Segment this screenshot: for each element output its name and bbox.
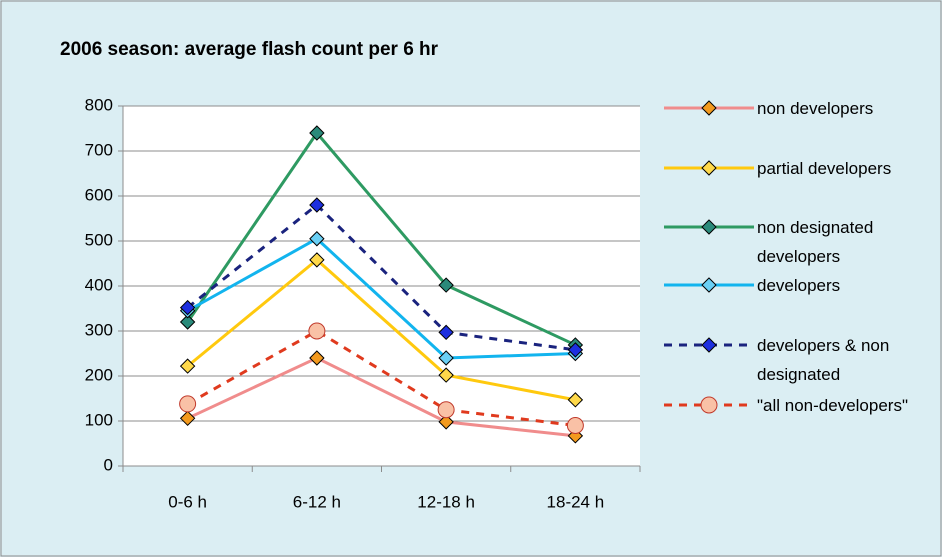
legend-label: developers & non designated xyxy=(757,336,890,384)
legend-swatch xyxy=(664,160,754,176)
x-tick-label: 0-6 h xyxy=(168,492,207,511)
marker xyxy=(309,197,325,213)
legend-label: developers xyxy=(757,276,841,295)
marker xyxy=(179,395,197,413)
marker xyxy=(701,219,717,235)
y-tick-label: 100 xyxy=(85,410,113,429)
marker xyxy=(179,358,196,374)
marker xyxy=(309,350,325,366)
x-tick-label: 6-12 h xyxy=(293,492,341,511)
marker xyxy=(438,277,454,293)
marker xyxy=(438,414,454,430)
marker xyxy=(701,277,717,293)
y-tick-label: 500 xyxy=(85,230,113,249)
series-line xyxy=(186,356,576,438)
marker xyxy=(566,417,584,434)
y-tick-label: 300 xyxy=(85,320,113,339)
marker xyxy=(437,401,455,419)
legend-swatch xyxy=(664,337,754,353)
legend-label: non designated developers xyxy=(757,218,874,266)
chart-title: 2006 season: average flash count per 6 h… xyxy=(60,39,439,60)
series-line xyxy=(186,236,576,360)
series-line xyxy=(186,329,576,427)
legend-label: "all non-developers" xyxy=(757,396,908,415)
series-line xyxy=(186,257,576,402)
marker xyxy=(567,342,584,358)
marker xyxy=(179,410,196,427)
series-line xyxy=(186,202,576,352)
y-tick-label: 700 xyxy=(85,140,113,159)
legend-label: non developers xyxy=(757,99,874,118)
x-tick-label: 12-18 h xyxy=(417,492,475,511)
marker xyxy=(179,314,196,330)
x-tick-label: 18-24 h xyxy=(547,492,605,511)
marker xyxy=(438,367,454,383)
marker xyxy=(179,299,196,316)
series-line xyxy=(186,130,577,347)
legend-swatch xyxy=(664,100,754,116)
marker xyxy=(701,100,717,116)
y-tick-label: 600 xyxy=(85,185,113,204)
y-tick-label: 400 xyxy=(85,275,113,294)
marker xyxy=(309,231,325,247)
legend-swatch xyxy=(664,219,754,235)
y-tick-label: 0 xyxy=(104,455,113,474)
marker xyxy=(438,350,454,366)
y-tick-label: 200 xyxy=(85,365,113,384)
marker xyxy=(701,337,717,353)
legend-label: partial developers xyxy=(757,159,892,178)
legend-swatch xyxy=(664,396,754,414)
marker xyxy=(309,252,325,268)
marker xyxy=(308,322,326,340)
marker xyxy=(701,160,717,176)
y-tick-label: 800 xyxy=(85,95,113,114)
marker xyxy=(309,125,325,141)
marker xyxy=(567,392,584,408)
marker xyxy=(700,396,718,414)
marker xyxy=(438,324,454,341)
legend-swatch xyxy=(664,277,754,293)
